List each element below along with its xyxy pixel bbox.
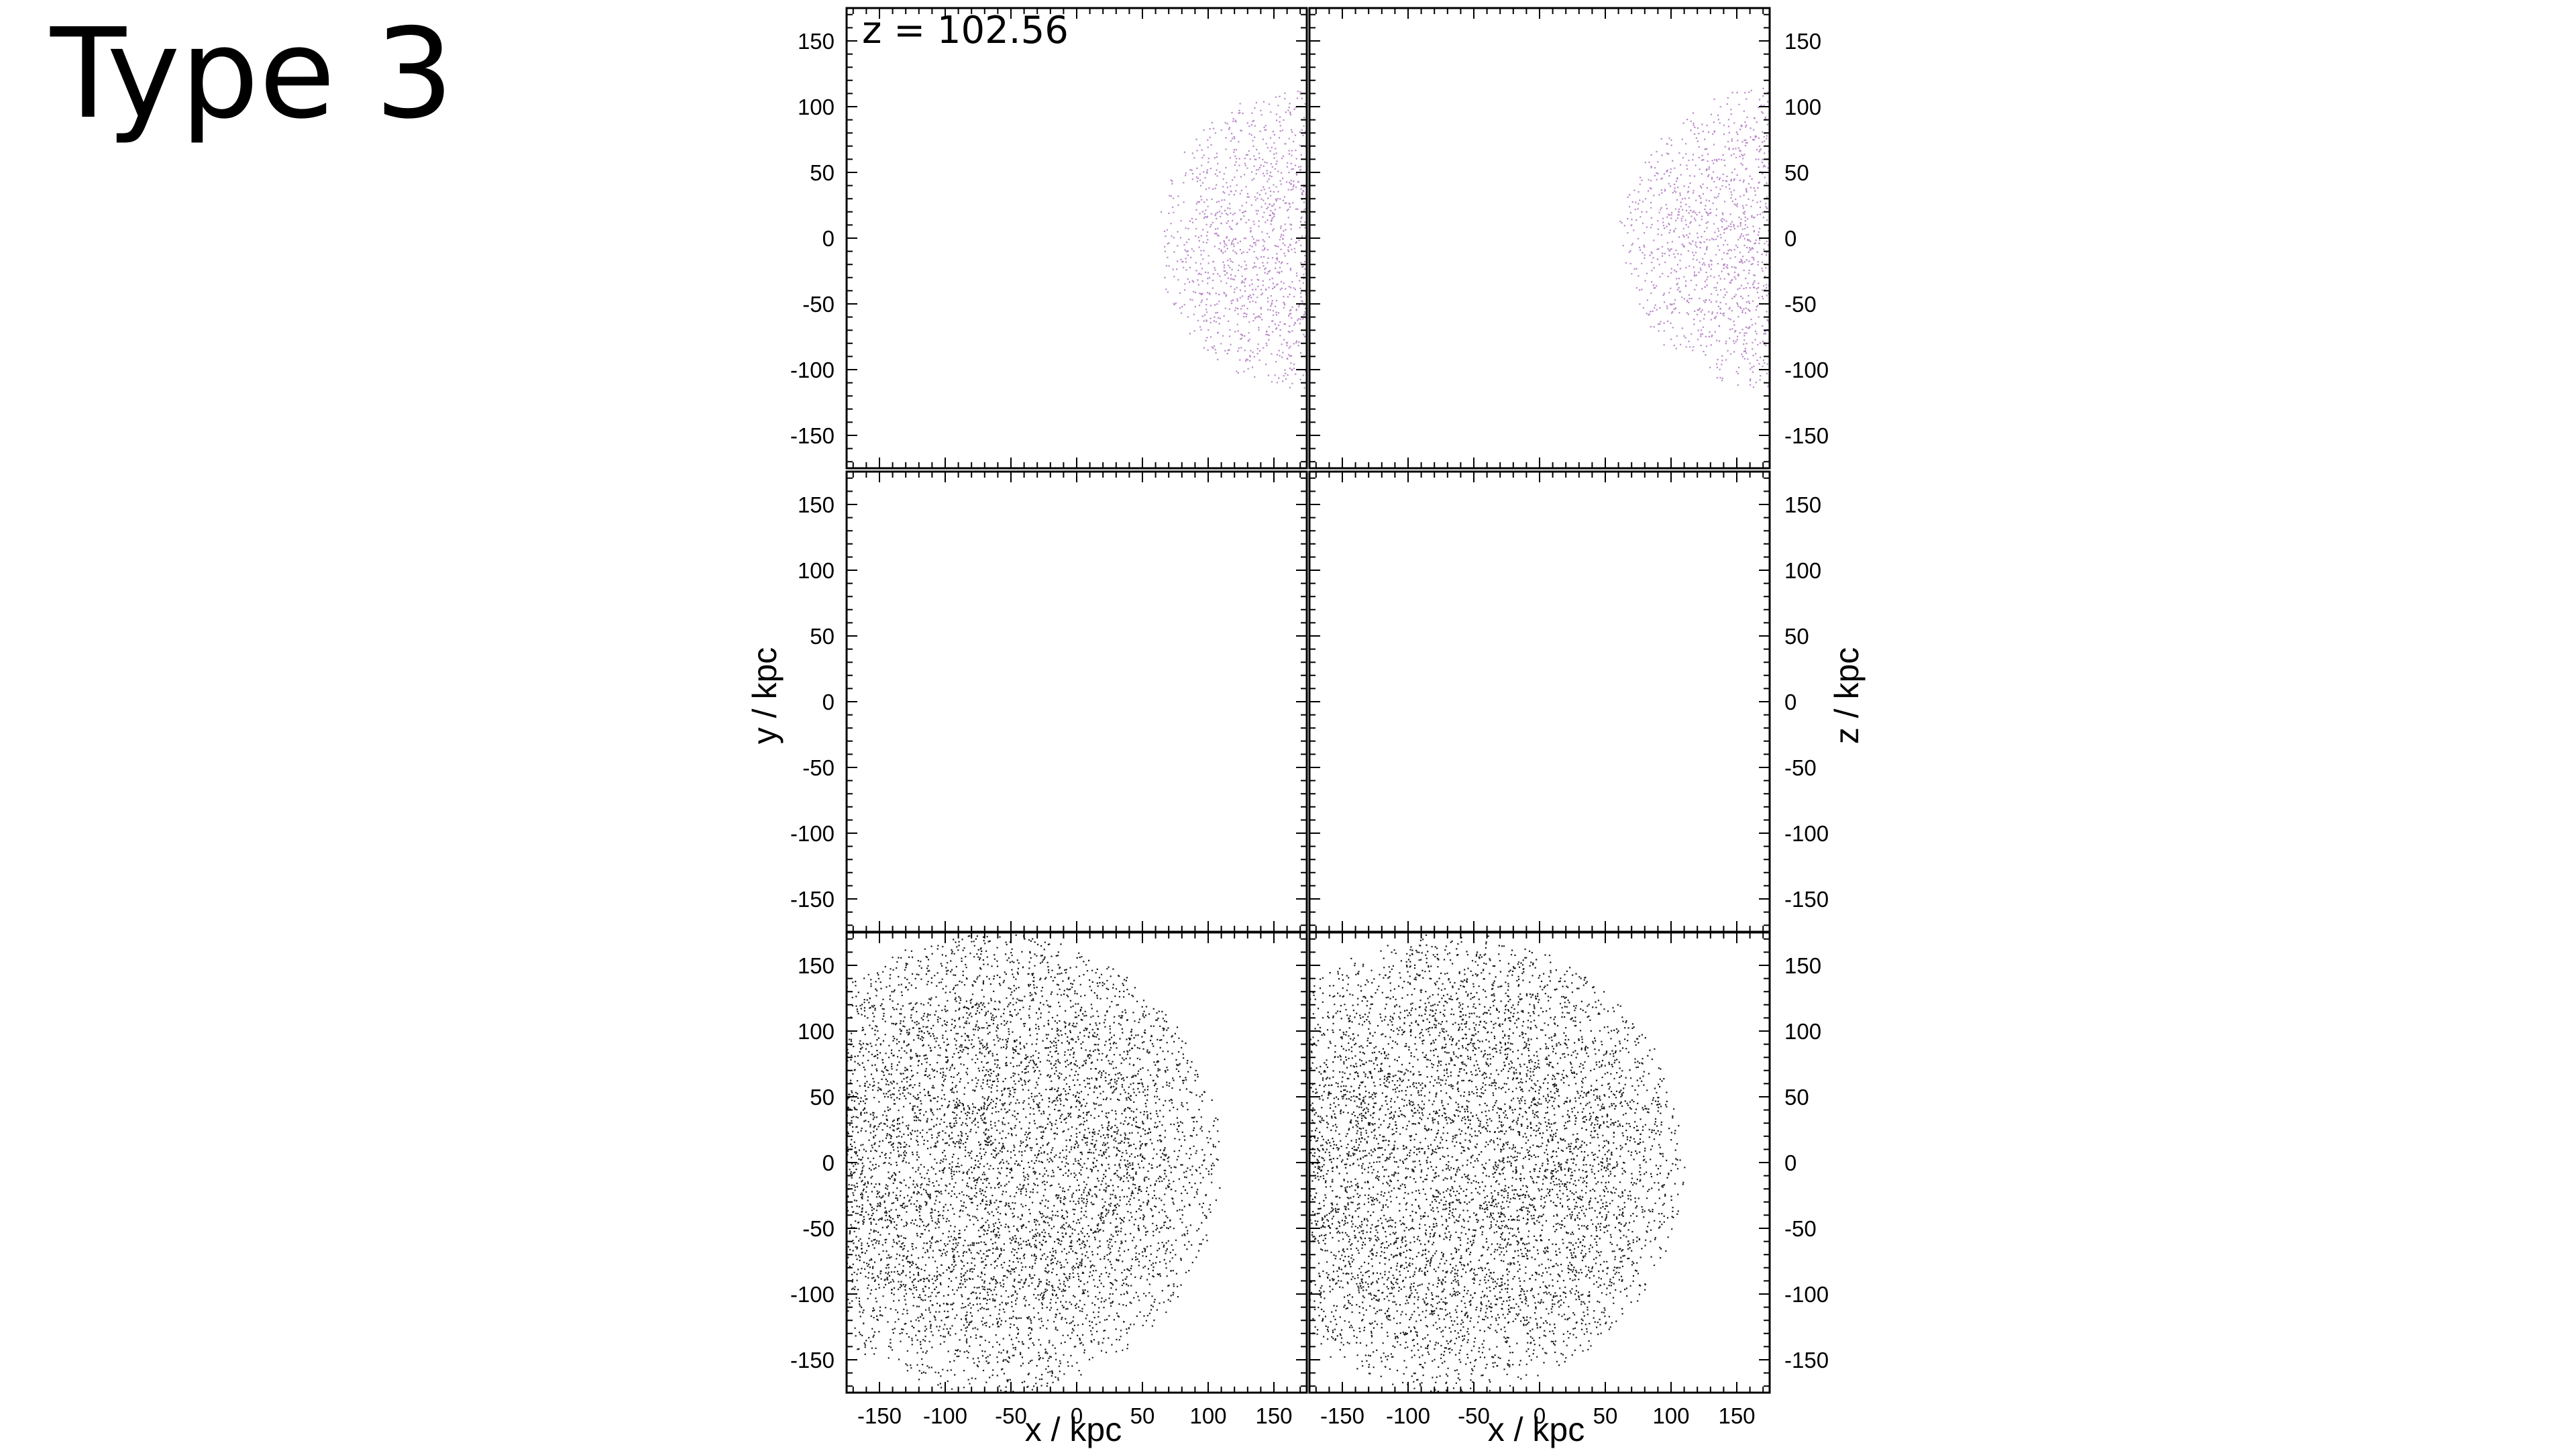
y-tick-label: 100 (798, 1019, 835, 1044)
y-tick-label: -50 (1784, 1216, 1817, 1241)
particle-cloud (1619, 87, 1770, 388)
x-tick-label: 150 (1255, 1403, 1292, 1428)
axis-ticks (1309, 8, 1770, 468)
y-tick-label: 150 (1784, 29, 1821, 54)
x-tick-label: 100 (1652, 1403, 1689, 1428)
y-tick-label: 100 (1784, 558, 1821, 583)
redshift-annotation: z = 102.56 (862, 9, 1069, 52)
y-tick-label: 50 (1784, 624, 1809, 649)
left-x-axis-label: x / kpc (1025, 1411, 1122, 1448)
y-tick-label: 50 (810, 1085, 835, 1110)
y-tick-label: 0 (1784, 226, 1796, 251)
y-tick-label: 150 (1784, 492, 1821, 517)
x-tick-label: -50 (1458, 1403, 1490, 1428)
panel-top-right: -150 -100 -50 0 50 100 150 (1308, 7, 1829, 470)
left-y-axis-label: y / kpc (746, 647, 784, 744)
particles-series-0 (1160, 90, 1307, 389)
y-tick-label: -150 (1784, 1348, 1829, 1373)
axis-ticks (1309, 932, 1770, 1393)
y-tick-label: -150 (1784, 887, 1829, 912)
x-tick-label: -50 (995, 1403, 1027, 1428)
particles-series-0 (1619, 87, 1770, 388)
panel-bottom-right: -150 -100 -50 0 50 100 150 -150 -100 -50 0 50 100 150 (1308, 931, 1829, 1428)
panel-frame (1308, 470, 1771, 933)
y-tick-label: 50 (1784, 1085, 1809, 1110)
x-tick-label: 50 (1130, 1403, 1155, 1428)
y-tick-label: 150 (798, 492, 835, 517)
panel-top-left: -150 -100 -50 0 50 100 150 (790, 7, 1308, 470)
y-tick-label: 150 (1784, 953, 1821, 978)
y-tick-label: 150 (798, 953, 835, 978)
x-tick-label: -100 (1386, 1403, 1430, 1428)
right-y-axis-label: z / kpc (1828, 647, 1866, 744)
panel-bottom-left: -150 -100 -50 0 50 100 150 -150 -100 -50 0 50 100 150 (790, 931, 1308, 1428)
x-tick-label: 50 (1593, 1403, 1618, 1428)
x-tick-label: -150 (1320, 1403, 1364, 1428)
panel-frame (1308, 931, 1771, 1394)
y-tick-label: 0 (1784, 690, 1796, 714)
y-tick-label: 0 (822, 1150, 835, 1175)
panel-frame (1308, 7, 1771, 470)
axis-ticks (847, 8, 1307, 468)
x-tick-label: 0 (1071, 1403, 1083, 1428)
particles-series-0 (1309, 934, 1686, 1393)
y-tick-label: 100 (798, 95, 835, 119)
panels: -150 -100 -50 0 50 100 150 -150 -100 -50 0 50 100 150… (790, 7, 1829, 1428)
axis-ticks (847, 472, 1307, 932)
y-tick-label: -50 (802, 755, 835, 780)
x-tick-label: 100 (1189, 1403, 1226, 1428)
y-tick-label: -50 (802, 292, 835, 317)
y-tick-label: 100 (798, 558, 835, 583)
panel-middle-left: -150 -100 -50 0 50 100 150 (790, 470, 1308, 933)
y-tick-label: -100 (1784, 358, 1829, 382)
y-tick-label: 0 (822, 226, 835, 251)
panel-frame (845, 470, 1308, 933)
axis-ticks (847, 932, 1307, 1393)
particle-cloud (1309, 934, 1686, 1393)
axis-ticks (1309, 472, 1770, 932)
right-x-axis-label: x / kpc (1488, 1411, 1585, 1448)
y-tick-label: -150 (790, 887, 835, 912)
y-tick-label: -50 (1784, 292, 1817, 317)
y-tick-label: -100 (1784, 821, 1829, 846)
y-tick-label: -100 (1784, 1282, 1829, 1307)
particle-cloud (1160, 90, 1307, 389)
y-tick-label: 100 (1784, 95, 1821, 119)
y-tick-label: 0 (822, 690, 835, 714)
x-tick-label: 150 (1718, 1403, 1755, 1428)
slide-title: Type 3 (50, 1, 454, 146)
panel-middle-right: -150 -100 -50 0 50 100 150 (1308, 470, 1829, 933)
y-tick-label: 150 (798, 29, 835, 54)
x-tick-label: -150 (857, 1403, 902, 1428)
y-tick-label: 50 (1784, 160, 1809, 185)
y-tick-label: -150 (790, 423, 835, 448)
y-tick-label: -100 (790, 358, 835, 382)
y-tick-label: 0 (1784, 1150, 1796, 1175)
y-tick-label: 50 (810, 160, 835, 185)
y-tick-label: -100 (790, 821, 835, 846)
x-tick-label: -100 (923, 1403, 967, 1428)
y-tick-label: 50 (810, 624, 835, 649)
y-tick-label: -100 (790, 1282, 835, 1307)
panel-frame (845, 931, 1308, 1394)
y-tick-label: -150 (1784, 423, 1829, 448)
panel-frame (845, 7, 1308, 470)
y-tick-label: -50 (802, 1216, 835, 1241)
x-tick-label: 0 (1534, 1403, 1546, 1428)
y-tick-label: -50 (1784, 755, 1817, 780)
y-tick-label: 100 (1784, 1019, 1821, 1044)
y-tick-label: -150 (790, 1348, 835, 1373)
